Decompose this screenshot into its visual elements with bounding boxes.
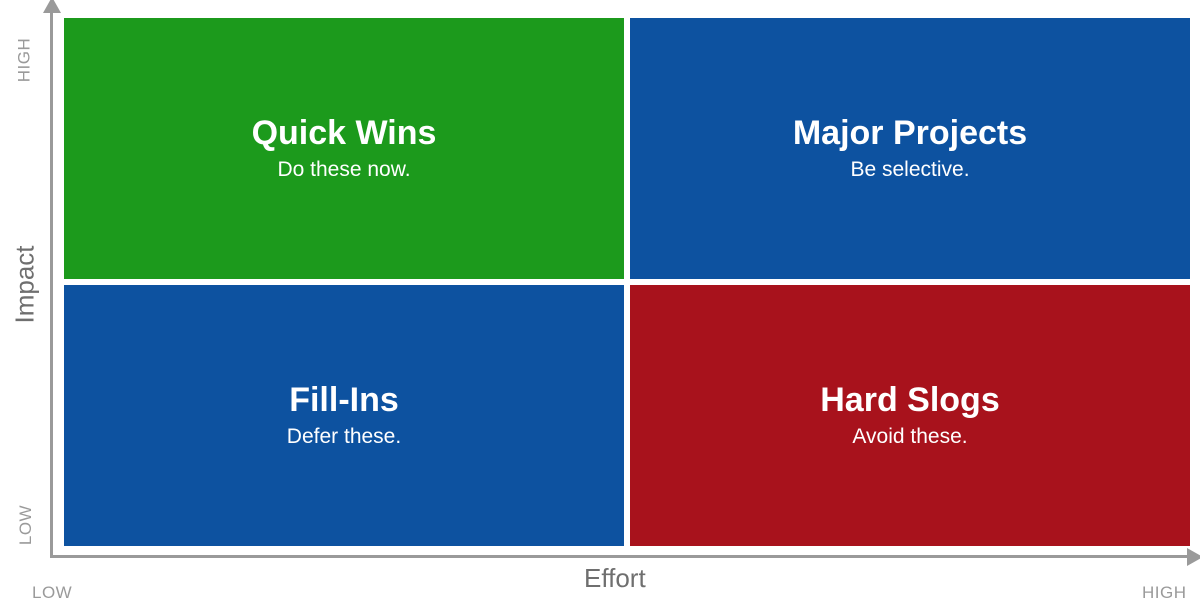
y-axis-label: Impact — [10, 245, 41, 323]
quadrant-subtitle: Avoid these. — [852, 425, 967, 449]
quadrant-title: Hard Slogs — [820, 382, 999, 419]
quadrant-hard-slogs: Hard Slogs Avoid these. — [630, 285, 1190, 546]
quadrant-title: Quick Wins — [252, 115, 437, 152]
quadrant-grid: Quick Wins Do these now. Major Projects … — [64, 18, 1190, 546]
quadrant-subtitle: Do these now. — [277, 158, 410, 182]
quadrant-fill-ins: Fill-Ins Defer these. — [64, 285, 624, 546]
x-axis-low-label: LOW — [32, 583, 72, 603]
quadrant-subtitle: Defer these. — [287, 425, 401, 449]
quadrant-quick-wins: Quick Wins Do these now. — [64, 18, 624, 279]
y-axis-arrow-icon — [43, 0, 61, 13]
impact-effort-matrix: Quick Wins Do these now. Major Projects … — [0, 0, 1200, 612]
quadrant-title: Major Projects — [793, 115, 1027, 152]
x-axis-arrow-icon — [1187, 548, 1200, 566]
x-axis-high-label: HIGH — [1142, 583, 1187, 603]
x-axis-label: Effort — [584, 563, 646, 594]
y-axis-low-label: LOW — [16, 505, 36, 545]
quadrant-major-projects: Major Projects Be selective. — [630, 18, 1190, 279]
x-axis-line — [50, 555, 1190, 558]
quadrant-subtitle: Be selective. — [850, 158, 969, 182]
quadrant-title: Fill-Ins — [289, 382, 399, 419]
y-axis-line — [50, 10, 53, 555]
y-axis-high-label: HIGH — [14, 38, 34, 83]
